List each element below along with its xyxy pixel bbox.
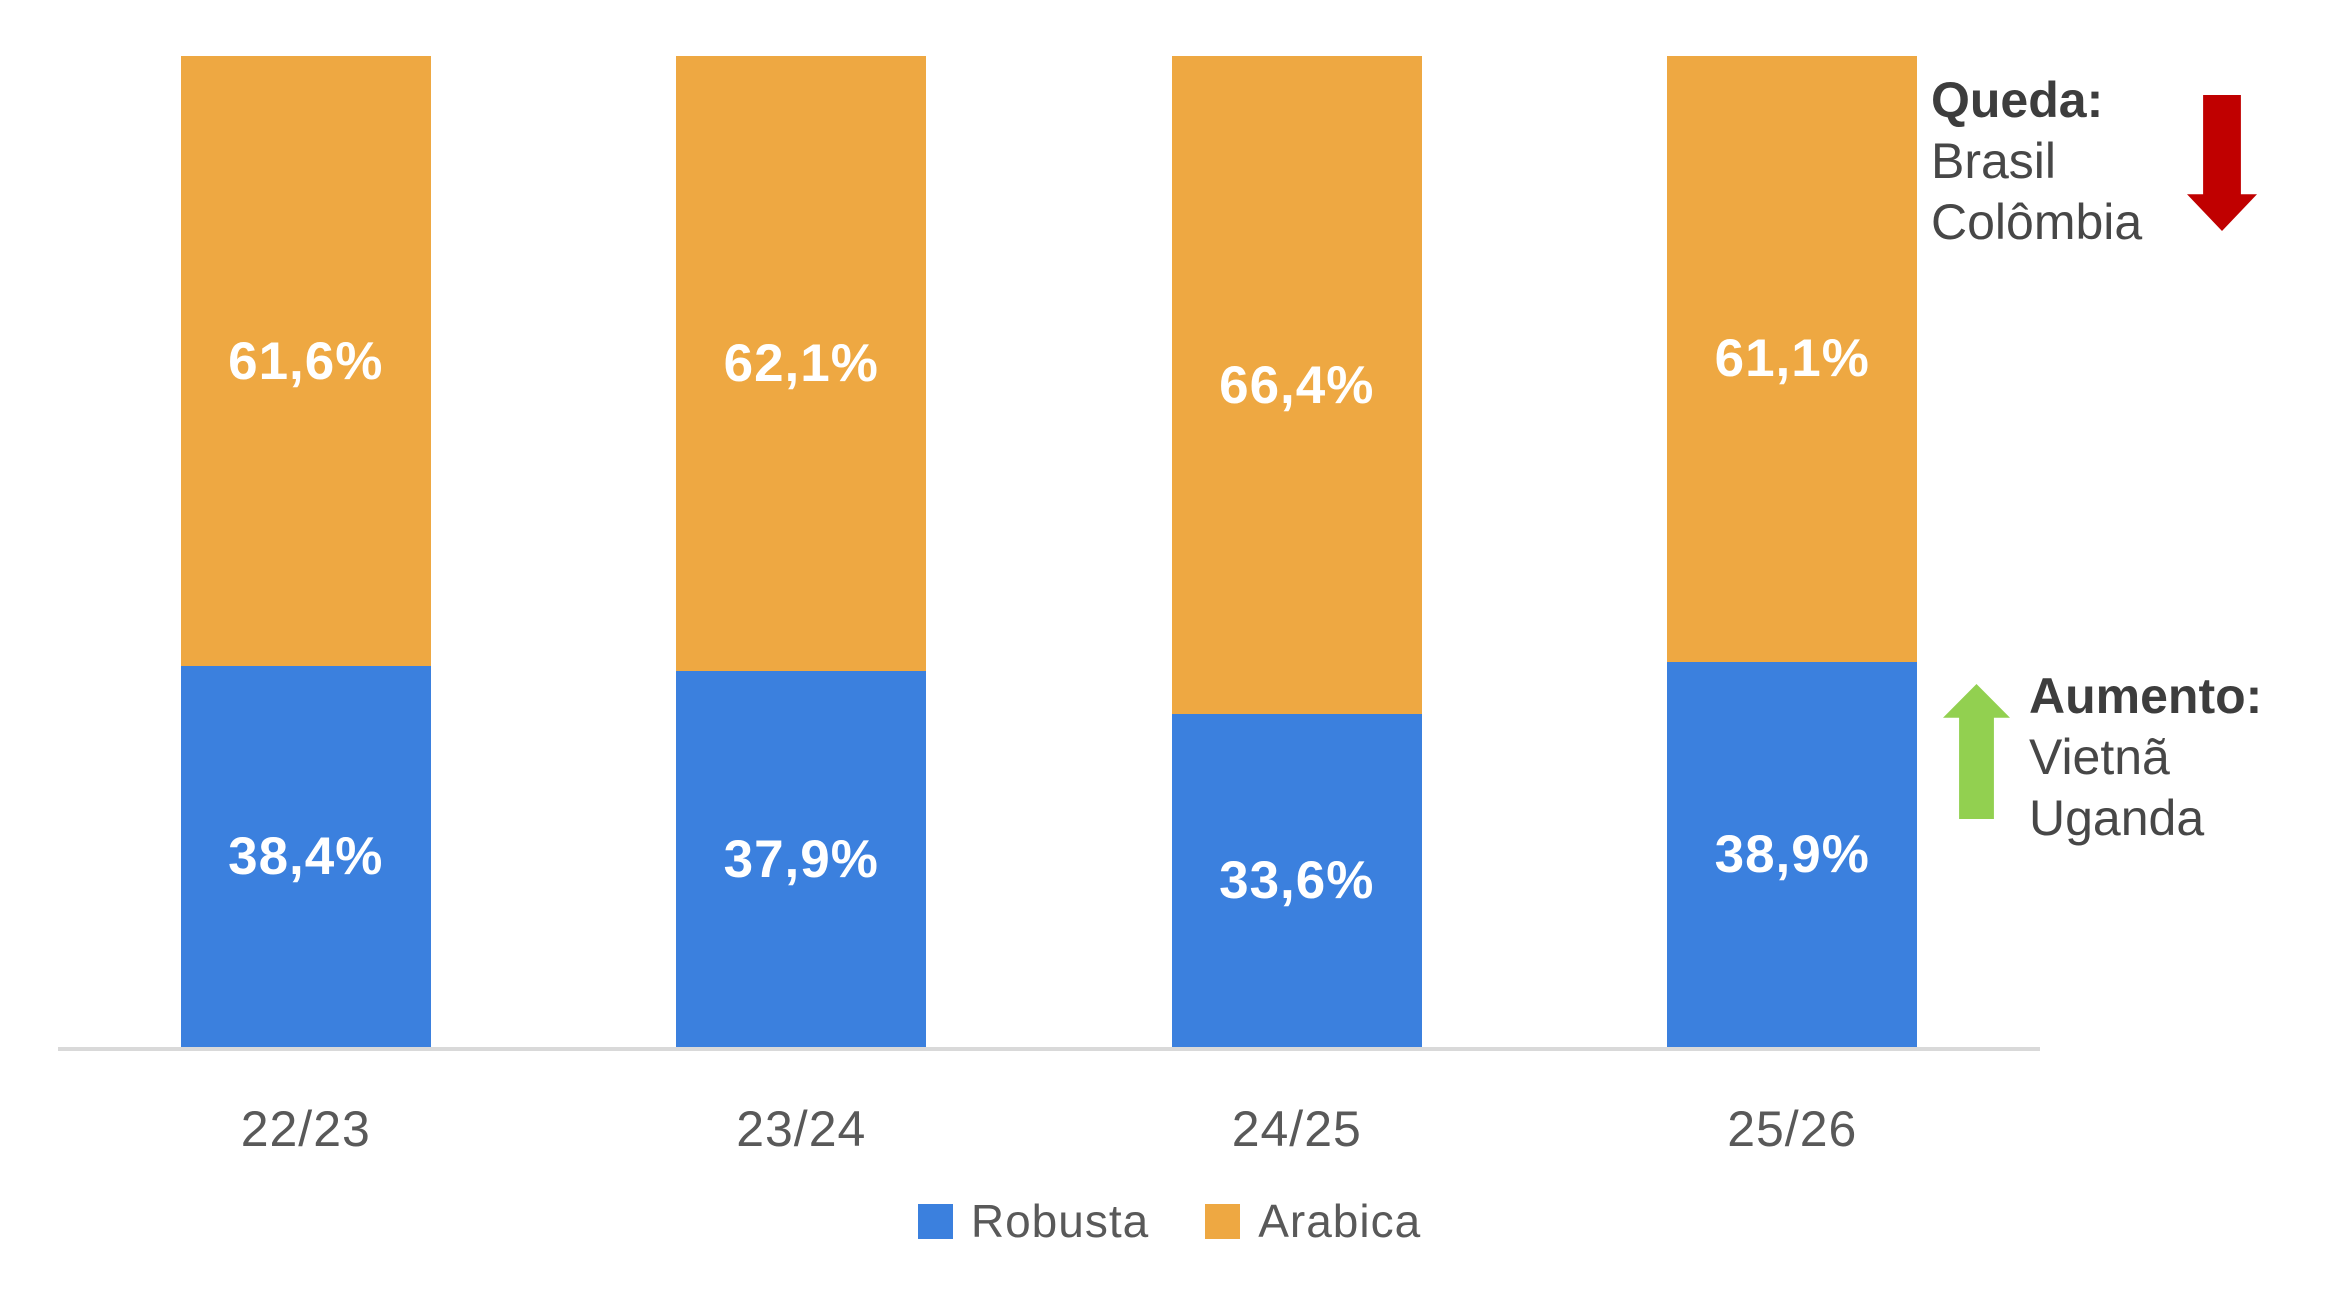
arabica-swatch-icon (1205, 1203, 1241, 1239)
bar-25-26-robusta-segment: 38,9% (1667, 661, 1918, 1047)
bar-23-24: 62,1% 37,9% (676, 56, 927, 1047)
legend-item-robusta: Robusta (917, 1194, 1150, 1248)
x-axis-line (58, 1047, 2040, 1051)
x-axis-labels: 22/23 23/24 24/25 25/26 (58, 1101, 2040, 1165)
plot-area: 61,6% 38,4% 62,1% 37,9% 66,4% 33,6% 61,1% 38,9% (58, 56, 2040, 1047)
robusta-swatch-icon (917, 1203, 953, 1239)
down-arrow-icon (2187, 95, 2257, 231)
legend-label-arabica: Arabica (1258, 1195, 1422, 1247)
bar-24-25: 66,4% 33,6% (1171, 56, 1422, 1047)
bar-22-23-arabica-segment: 61,6% (180, 56, 431, 667)
decrease-annotation-country-2: Colômbia (1931, 194, 2143, 250)
bar-23-24-arabica-segment: 62,1% (676, 56, 927, 672)
robusta-data-label: 37,9% (723, 829, 879, 889)
legend-label-robusta: Robusta (970, 1195, 1150, 1247)
bar-23-24-robusta-segment: 37,9% (676, 671, 927, 1047)
bar-24-25-arabica-segment: 66,4% (1171, 56, 1422, 715)
bar-22-23: 61,6% 38,4% (180, 56, 431, 1047)
legend-item-arabica: Arabica (1205, 1194, 1421, 1248)
chart-legend: Robusta Arabica (0, 1194, 2339, 1248)
x-axis-label-25-26: 25/26 (1727, 1101, 1858, 1157)
bar-25-26-arabica-segment: 61,1% (1667, 56, 1918, 662)
bar-22-23-robusta-segment: 38,4% (180, 666, 431, 1047)
increase-annotation-country-1: Vietnã (2029, 729, 2170, 785)
robusta-data-label: 38,4% (228, 827, 384, 887)
decrease-annotation-title: Queda: (1931, 72, 2104, 128)
increase-annotation: Aumento: Vietnã Uganda (2029, 666, 2262, 849)
robusta-data-label: 38,9% (1714, 824, 1870, 884)
increase-annotation-title: Aumento: (2029, 668, 2263, 724)
bar-25-26: 61,1% 38,9% (1667, 56, 1918, 1047)
x-axis-label-24-25: 24/25 (1231, 1101, 1362, 1157)
robusta-data-label: 33,6% (1219, 851, 1375, 910)
x-axis-label-23-24: 23/24 (736, 1101, 867, 1157)
arabica-data-label: 62,1% (723, 334, 879, 394)
bar-24-25-robusta-segment: 33,6% (1171, 714, 1422, 1047)
arabica-data-label: 61,1% (1714, 329, 1870, 389)
increase-annotation-country-2: Uganda (2029, 790, 2205, 846)
decrease-annotation: Queda: Brasil Colômbia (1931, 70, 2142, 253)
x-axis-label-22-23: 22/23 (240, 1101, 371, 1157)
arabica-data-label: 61,6% (228, 331, 384, 391)
decrease-annotation-country-1: Brasil (1931, 133, 2057, 189)
arabica-data-label: 66,4% (1219, 355, 1375, 415)
